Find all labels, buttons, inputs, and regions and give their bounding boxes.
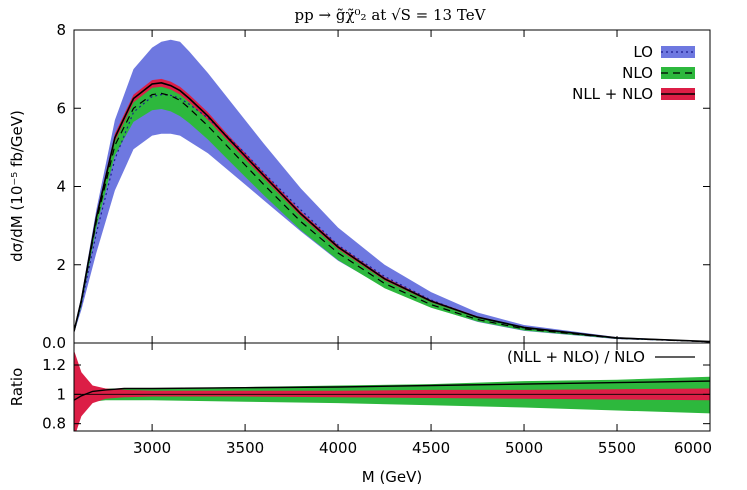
ratio-y-axis-label: Ratio (8, 368, 26, 407)
band-nlo (74, 84, 710, 342)
ratio-legend-label: (NLL + NLO) / NLO (507, 348, 645, 366)
band-lo (74, 39, 710, 343)
main-y-tick-label: 6 (56, 99, 66, 117)
x-tick-label: 5500 (598, 439, 636, 457)
line-nll-nlo (74, 81, 710, 343)
main-y-tick-label: 4 (56, 178, 66, 196)
legend-label: NLO (622, 64, 653, 82)
band-nll-nlo (74, 78, 710, 342)
x-tick-label: 3500 (226, 439, 264, 457)
ratio-line (74, 380, 710, 401)
legend-label: LO (633, 43, 653, 61)
chart-title: pp → g̃χ̃⁰₂ at √S = 13 TeV (295, 6, 487, 24)
main-y-tick-label: 0.0 (42, 334, 66, 352)
ratio-x-ticks: 3000 3500 4000 4500 5000 5500 6000 (133, 343, 712, 457)
x-tick-label: 3000 (133, 439, 171, 457)
main-y-tick-label: 2 (56, 256, 66, 274)
legend-label: NLL + NLO (572, 85, 653, 103)
main-y-axis-label: dσ/dM (10⁻⁵ fb/GeV) (8, 110, 26, 262)
main-bands (74, 39, 710, 343)
ratio-y-tick-label: 1 (56, 385, 66, 403)
x-tick-label: 4000 (319, 439, 357, 457)
x-tick-label: 5000 (505, 439, 543, 457)
ratio-lines (74, 380, 710, 401)
ratio-y-tick-label: 1.2 (42, 356, 66, 374)
ratio-y-tick-label: 0.8 (42, 415, 66, 433)
ratio-nll-nlo-band (74, 350, 710, 431)
ratio-bands (74, 350, 710, 431)
x-axis-label: M (GeV) (362, 468, 423, 486)
ratio-plot-frame (73, 342, 711, 432)
x-tick-label: 4500 (412, 439, 450, 457)
main-lines (74, 81, 710, 343)
x-tick-label: 6000 (674, 439, 712, 457)
main-y-tick-label: 8 (56, 21, 66, 39)
ratio-y-ticks: 0.8 1 1.2 (42, 356, 710, 433)
main-legend: LO NLO NLL + NLO (572, 43, 695, 103)
main-y-ticks: 0.0 2 4 6 8 (42, 21, 710, 352)
ratio-legend: (NLL + NLO) / NLO (507, 348, 695, 366)
